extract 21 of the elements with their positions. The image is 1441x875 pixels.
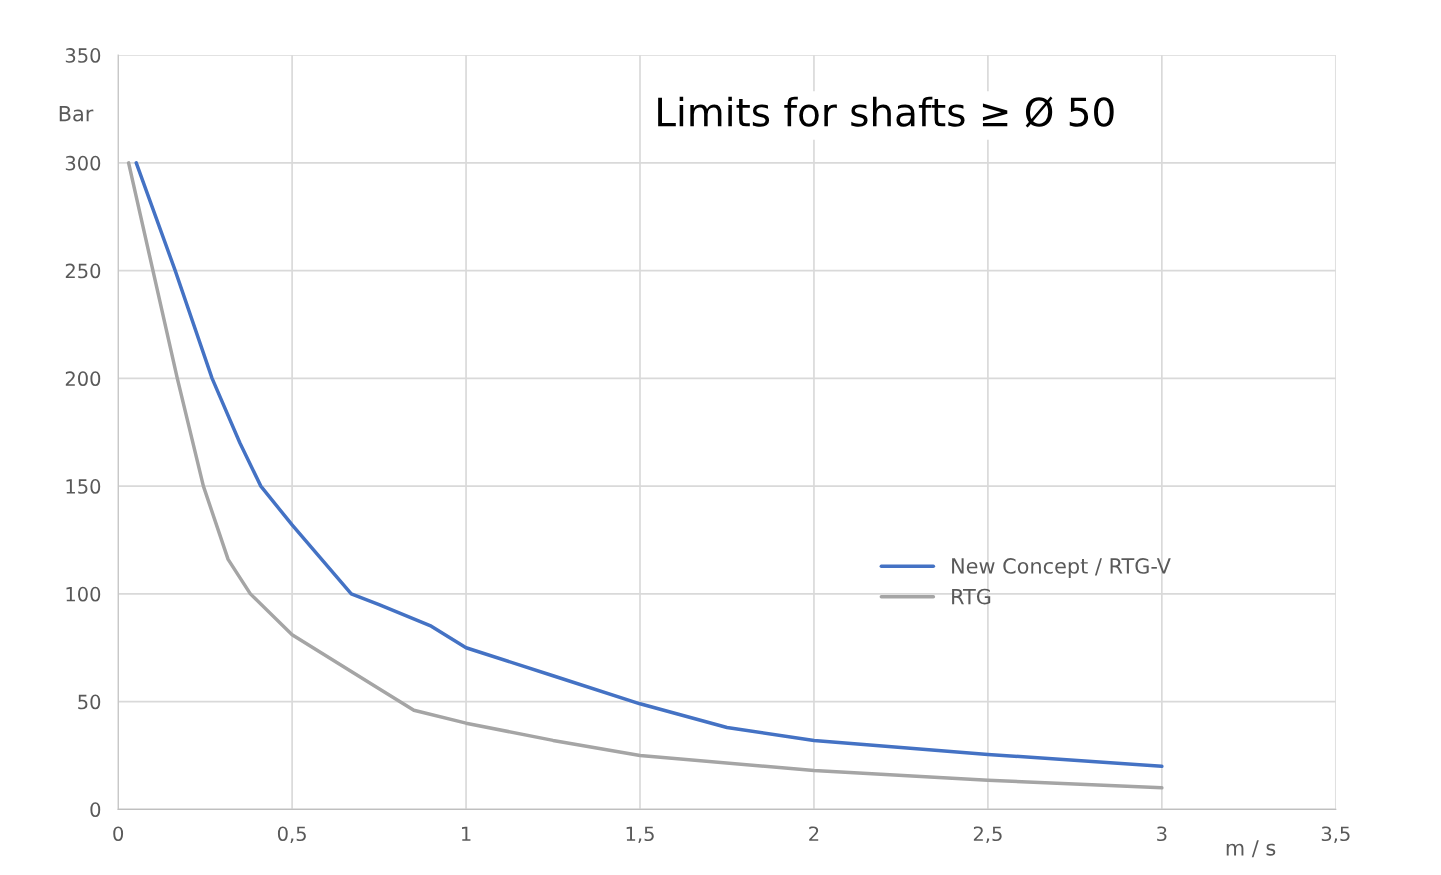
y-tick-label: 100 xyxy=(66,586,101,602)
x-tick-label: 2,5 xyxy=(973,826,1002,844)
y-tick-label: 0 xyxy=(90,802,101,818)
legend-label: RTG xyxy=(952,588,991,605)
legend-label: New Concept / RTG-V xyxy=(952,558,1171,578)
annotation: Limits for shafts ≥ Ø 50 xyxy=(658,96,1114,128)
x-axis-title: m / s xyxy=(1226,840,1276,858)
y-tick-label: 350 xyxy=(65,48,101,63)
x-tick-label: 3,5 xyxy=(1321,826,1350,844)
x-tick-label: 2 xyxy=(809,826,819,841)
x-tick-label: 3 xyxy=(1157,826,1167,842)
y-axis-title: Bar xyxy=(59,106,94,122)
y-tick-label: 200 xyxy=(65,371,101,387)
x-tick-label: 0,5 xyxy=(277,826,306,844)
y-tick-label: 150 xyxy=(66,479,101,494)
x-tick-label: 1 xyxy=(462,826,471,841)
y-tick-label: 250 xyxy=(65,263,101,279)
x-tick-label: 0 xyxy=(113,826,124,842)
y-tick-label: 300 xyxy=(65,155,101,171)
x-tick-label: 1,5 xyxy=(626,826,654,844)
y-tick-label: 50 xyxy=(78,694,101,710)
